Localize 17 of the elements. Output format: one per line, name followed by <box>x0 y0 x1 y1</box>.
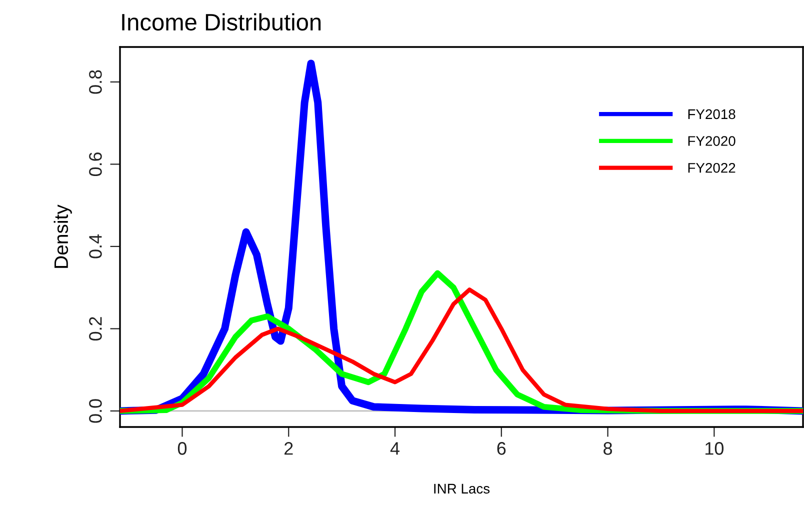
y-tick-label: 0.4 <box>89 234 102 258</box>
x-tick-label: 6 <box>497 442 506 455</box>
x-tick-label: 10 <box>706 442 724 455</box>
legend-label: FY2018 <box>688 109 736 120</box>
x-tick-label: 0 <box>178 442 187 455</box>
x-tick-label: 8 <box>604 442 612 455</box>
legend-label: FY2022 <box>688 162 736 173</box>
x-axis-title: INR Lacs <box>434 484 490 494</box>
y-tick-label: 0.6 <box>89 152 102 176</box>
y-tick-label: 0.2 <box>89 317 102 341</box>
y-tick-label: 0.0 <box>89 399 102 423</box>
legend-label: FY2020 <box>688 136 736 146</box>
x-tick-label: 4 <box>390 442 400 455</box>
chart-title: Income Distribution <box>122 13 321 31</box>
y-tick-label: 0.8 <box>89 70 102 94</box>
x-tick-label: 2 <box>284 442 293 455</box>
y-axis-title: Density <box>54 204 72 268</box>
